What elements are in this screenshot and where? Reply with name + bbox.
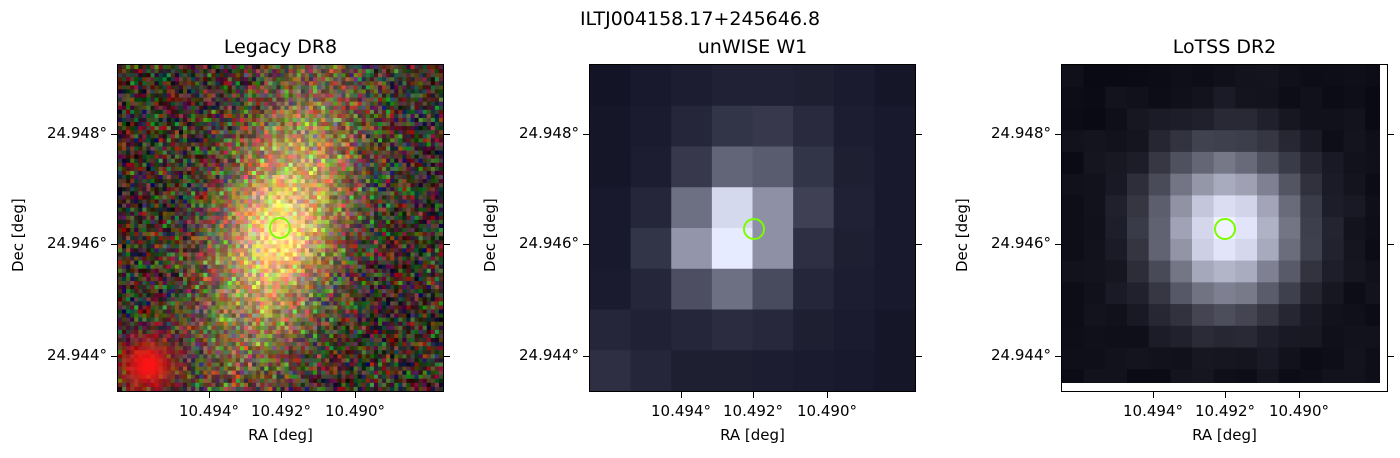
panel-title: unWISE W1 [697, 36, 808, 58]
y-tick-label: 24.946° [47, 234, 107, 252]
y-tick-right [1388, 356, 1394, 357]
y-tick [1055, 134, 1061, 135]
source-position-marker [1214, 218, 1236, 240]
y-tick-label: 24.948° [47, 124, 107, 142]
y-tick [111, 134, 117, 135]
y-tick-right [916, 134, 922, 135]
source-position-marker [743, 218, 765, 240]
y-tick-right [1388, 134, 1394, 135]
y-axis-label: Dec [deg] [953, 198, 971, 272]
y-tick [583, 356, 589, 357]
y-tick-right [444, 134, 450, 135]
y-tick-label: 24.946° [991, 234, 1051, 252]
y-tick [1055, 244, 1061, 245]
y-tick-label: 24.944° [47, 346, 107, 364]
y-tick-right [916, 356, 922, 357]
x-tick-label: 10.490° [797, 402, 857, 420]
x-axis-label: RA [deg] [248, 426, 313, 444]
y-tick-label: 24.946° [519, 234, 579, 252]
x-tick-label: 10.492° [251, 402, 311, 420]
x-tick-label: 10.494° [1123, 402, 1183, 420]
legacy-image-frame [117, 64, 444, 392]
unwise-image-frame [589, 64, 916, 392]
x-axis-label: RA [deg] [720, 426, 785, 444]
x-tick [355, 392, 356, 398]
y-tick [583, 134, 589, 135]
y-axis-label: Dec [deg] [9, 198, 27, 272]
y-tick-right [1388, 244, 1394, 245]
x-tick-label: 10.490° [1269, 402, 1329, 420]
x-tick [827, 392, 828, 398]
unwise-image [590, 65, 915, 391]
y-tick [111, 244, 117, 245]
panel-unwise: unWISE W1 [589, 36, 916, 392]
x-tick-label: 10.490° [325, 402, 385, 420]
x-tick-label: 10.492° [723, 402, 783, 420]
y-tick-label: 24.944° [519, 346, 579, 364]
y-tick-label: 24.948° [991, 124, 1051, 142]
x-tick [1153, 392, 1154, 398]
y-tick [1055, 356, 1061, 357]
y-tick-right [444, 356, 450, 357]
x-tick [281, 392, 282, 398]
x-tick [753, 392, 754, 398]
lotss-image-frame [1061, 64, 1388, 392]
x-axis-label: RA [deg] [1192, 426, 1257, 444]
source-position-marker [269, 217, 291, 239]
x-tick-label: 10.494° [179, 402, 239, 420]
y-tick-label: 24.944° [991, 346, 1051, 364]
lotss-image [1062, 65, 1387, 391]
x-tick [209, 392, 210, 398]
legacy-image [118, 65, 443, 391]
y-tick-right [916, 244, 922, 245]
y-tick [111, 356, 117, 357]
y-axis-label: Dec [deg] [481, 198, 499, 272]
x-tick-label: 10.494° [651, 402, 711, 420]
y-tick-right [444, 244, 450, 245]
y-tick-label: 24.948° [519, 124, 579, 142]
panel-title: LoTSS DR2 [1172, 36, 1277, 58]
panel-title: Legacy DR8 [223, 36, 338, 58]
figure-title: ILTJ004158.17+245646.8 [579, 8, 821, 30]
x-tick-label: 10.492° [1195, 402, 1255, 420]
x-tick [681, 392, 682, 398]
x-tick [1299, 392, 1300, 398]
panel-legacy: Legacy DR8 [0, 0, 460, 458]
y-tick [583, 244, 589, 245]
x-tick [1225, 392, 1226, 398]
